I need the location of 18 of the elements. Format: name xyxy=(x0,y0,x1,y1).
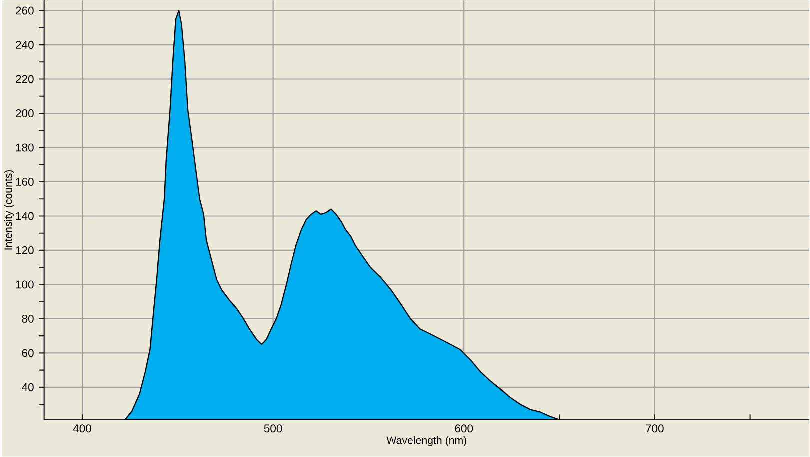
x-tick-label: 600 xyxy=(455,424,474,433)
y-tick-label: 140 xyxy=(16,212,34,220)
y-tick-label: 240 xyxy=(16,41,34,50)
y-tick-label: 260 xyxy=(16,6,34,15)
y-tick-label: 220 xyxy=(16,75,34,84)
y-tick-label: 180 xyxy=(16,144,34,152)
y-tick-label: 100 xyxy=(16,280,34,289)
y-tick-label: 80 xyxy=(22,315,34,324)
y-tick-label: 40 xyxy=(22,384,34,392)
x-axis-title: Wavelength (nm) xyxy=(386,436,466,446)
x-tick-label: 700 xyxy=(646,424,664,433)
y-tick-label: 200 xyxy=(16,110,34,118)
y-tick-label: 160 xyxy=(16,178,34,186)
y-tick-label: 120 xyxy=(16,246,34,255)
y-tick-label: 60 xyxy=(22,349,34,358)
x-tick-label: 500 xyxy=(264,424,282,433)
y-axis-title: Intensity (counts) xyxy=(4,170,14,250)
x-tick-label: 400 xyxy=(73,424,92,433)
